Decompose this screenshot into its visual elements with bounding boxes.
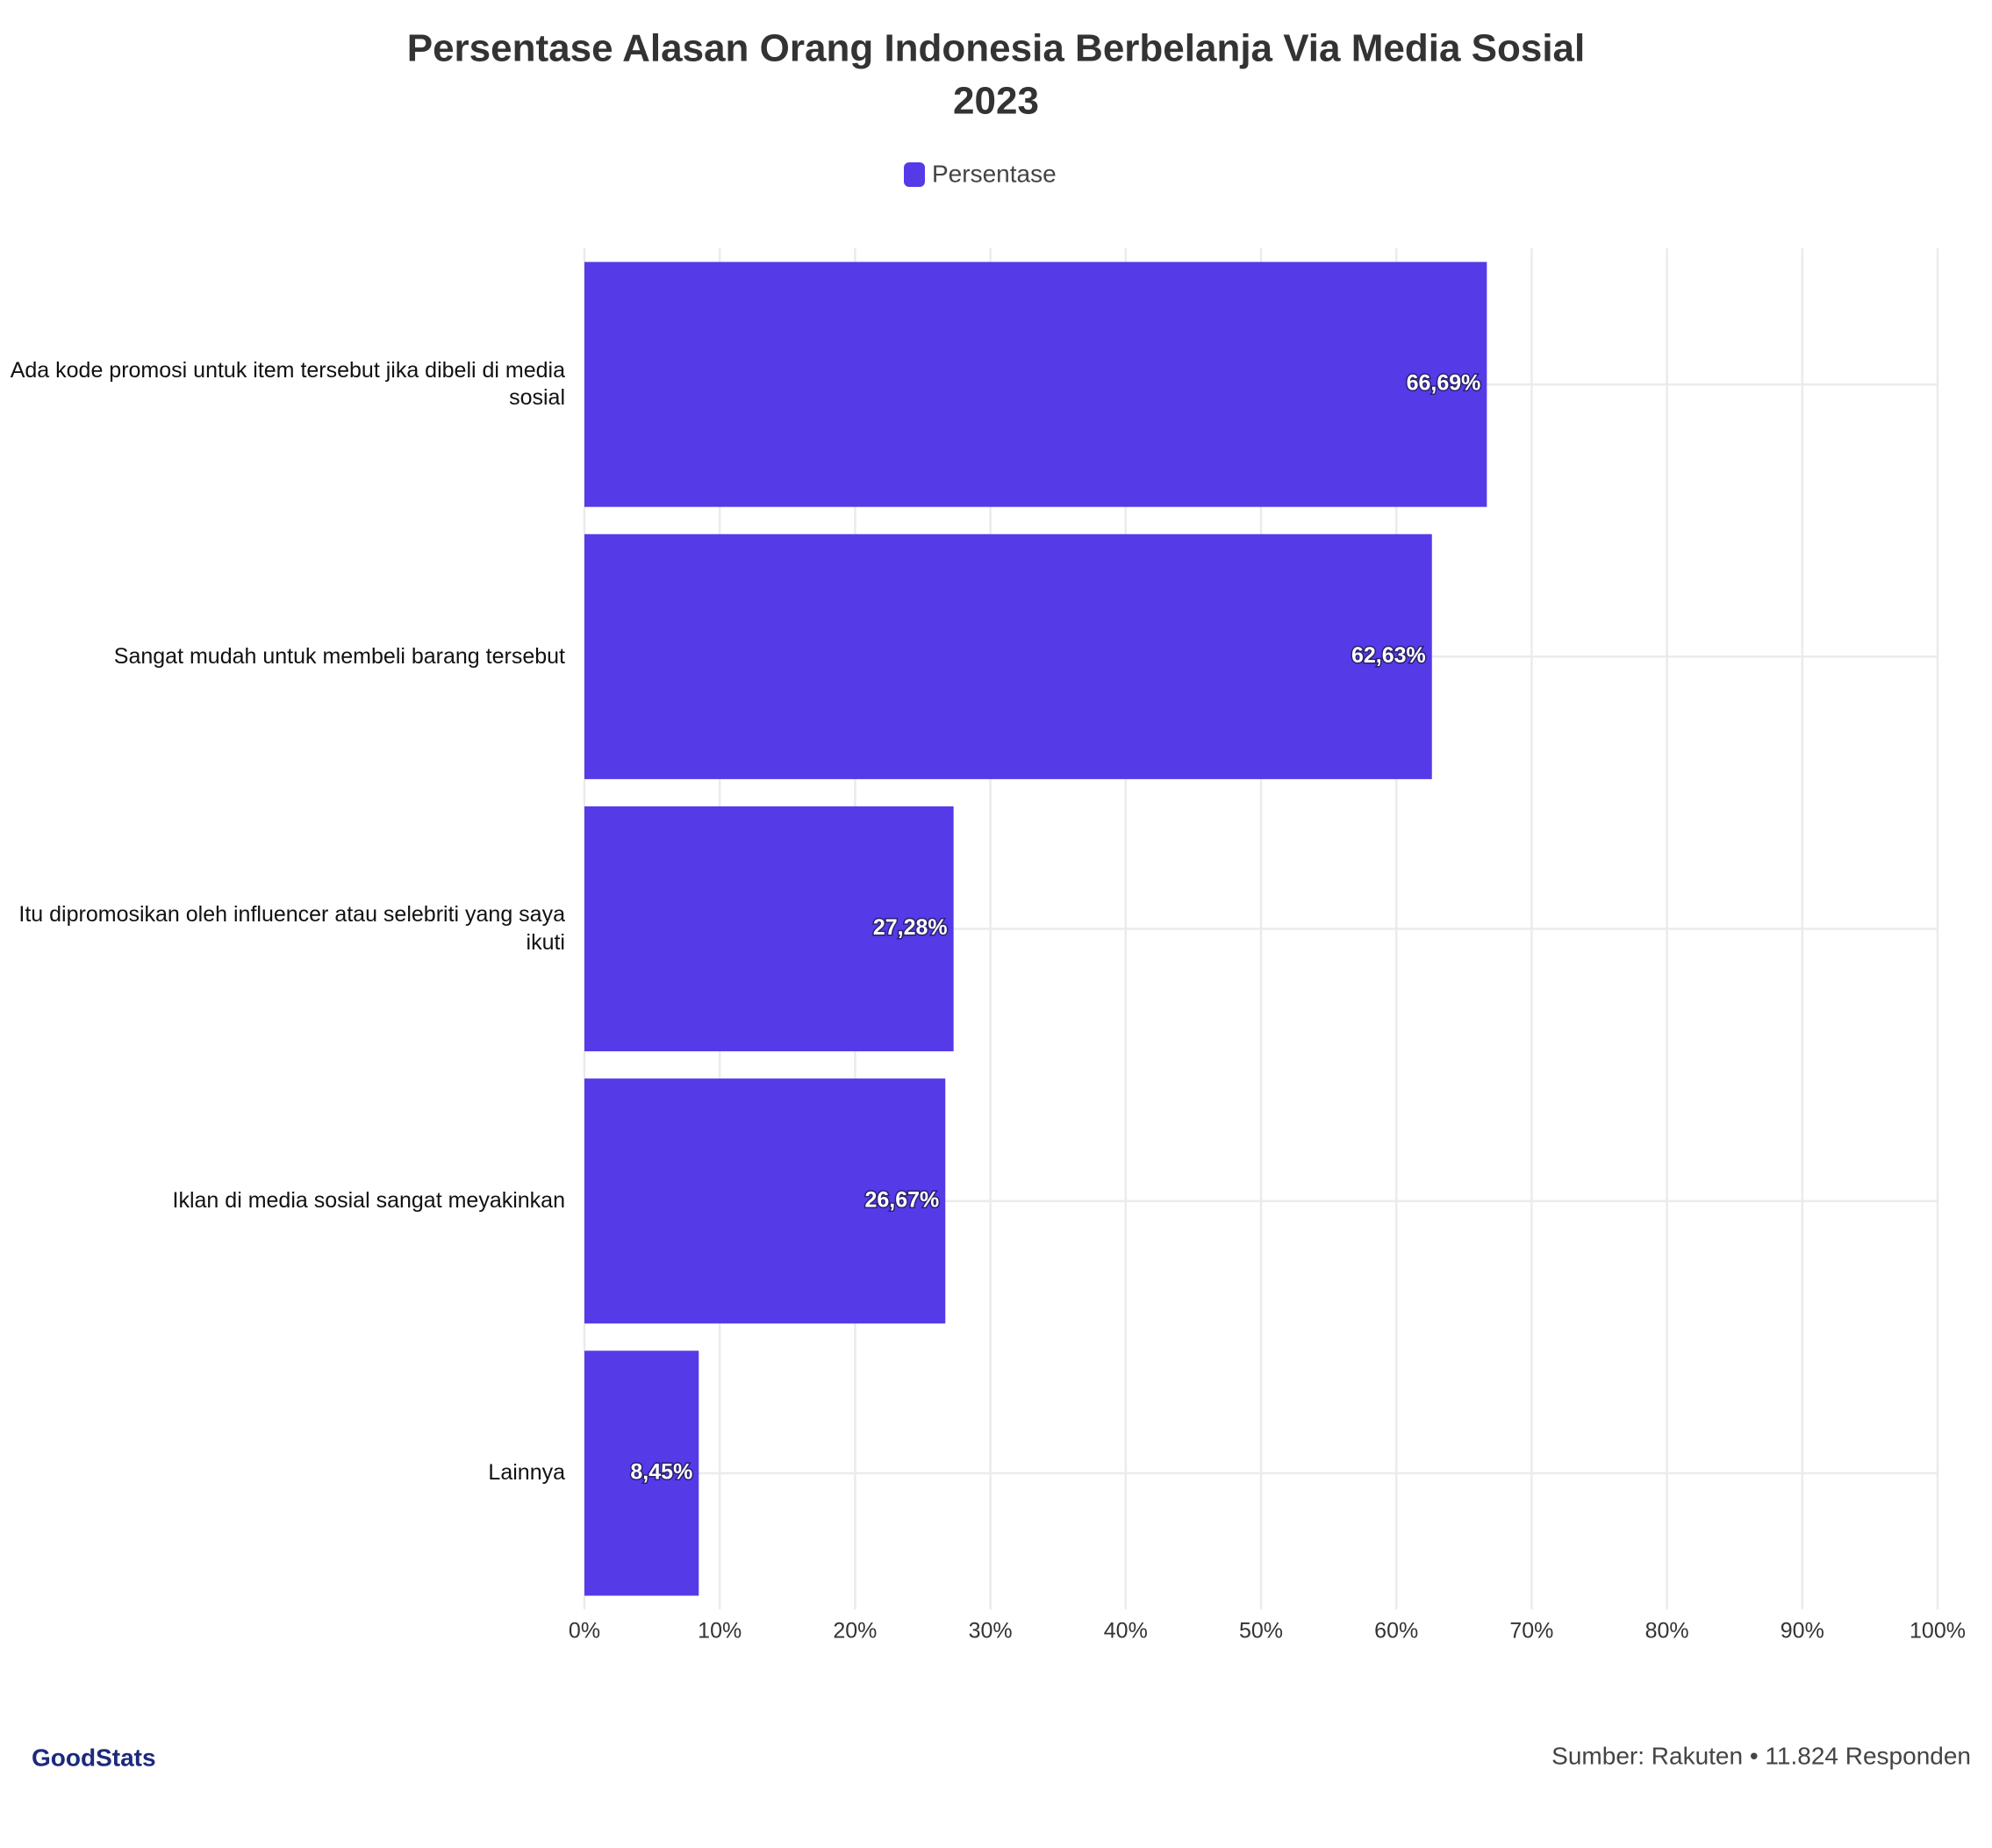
x-tick-label: 100%: [1910, 1619, 1966, 1644]
value-label: 26,67%: [864, 1187, 939, 1212]
value-label: 62,63%: [1351, 643, 1426, 668]
y-tick-label: Itu dipromosikan oleh influencer atau se…: [18, 902, 565, 955]
y-tick-label: Iklan di media sosial sangat meyakinkan: [172, 1188, 565, 1214]
category-label-box: Ada kode promosi untuk item tersebut jik…: [10, 357, 565, 411]
logo: GoodStats: [32, 1744, 156, 1771]
x-tick-label: 90%: [1781, 1619, 1824, 1644]
x-tick-label: 70%: [1509, 1619, 1553, 1644]
bar: [584, 1078, 946, 1324]
x-tick-label: 20%: [833, 1619, 877, 1644]
x-tick-label: 0%: [569, 1619, 600, 1644]
legend: Persentase: [904, 160, 1057, 187]
y-tick-label: Ada kode promosi untuk item tersebut jik…: [10, 357, 565, 411]
x-tick-label: 50%: [1239, 1619, 1283, 1644]
category-label-box: Itu dipromosikan oleh influencer atau se…: [18, 902, 565, 955]
x-tick-label: 40%: [1104, 1619, 1148, 1644]
legend-label: Persentase: [932, 160, 1057, 187]
value-label: 27,28%: [873, 915, 948, 940]
x-tick-label: 60%: [1374, 1619, 1418, 1644]
chart-title: Persentase Alasan Orang Indonesia Berbel…: [407, 27, 1586, 70]
bar: [584, 534, 1432, 779]
category-label-box: Lainnya: [488, 1460, 565, 1486]
x-tick-label: 30%: [969, 1619, 1013, 1644]
y-tick-label: Sangat mudah untuk membeli barang terseb…: [113, 643, 565, 669]
y-tick-label: Lainnya: [488, 1460, 565, 1486]
bar: [584, 1350, 699, 1596]
bar: [584, 261, 1487, 507]
x-tick-label: 10%: [698, 1619, 742, 1644]
category-label-box: Sangat mudah untuk membeli barang terseb…: [113, 643, 565, 669]
legend-swatch: [904, 162, 925, 187]
source: Sumber: Rakuten • 11.824 Responden: [1551, 1742, 1971, 1769]
bar: [584, 806, 954, 1052]
x-tick-label: 80%: [1645, 1619, 1689, 1644]
value-label: 8,45%: [630, 1460, 692, 1485]
value-label: 66,69%: [1407, 371, 1481, 396]
category-label-box: Iklan di media sosial sangat meyakinkan: [172, 1188, 565, 1214]
chart-subtitle: 2023: [953, 80, 1039, 123]
